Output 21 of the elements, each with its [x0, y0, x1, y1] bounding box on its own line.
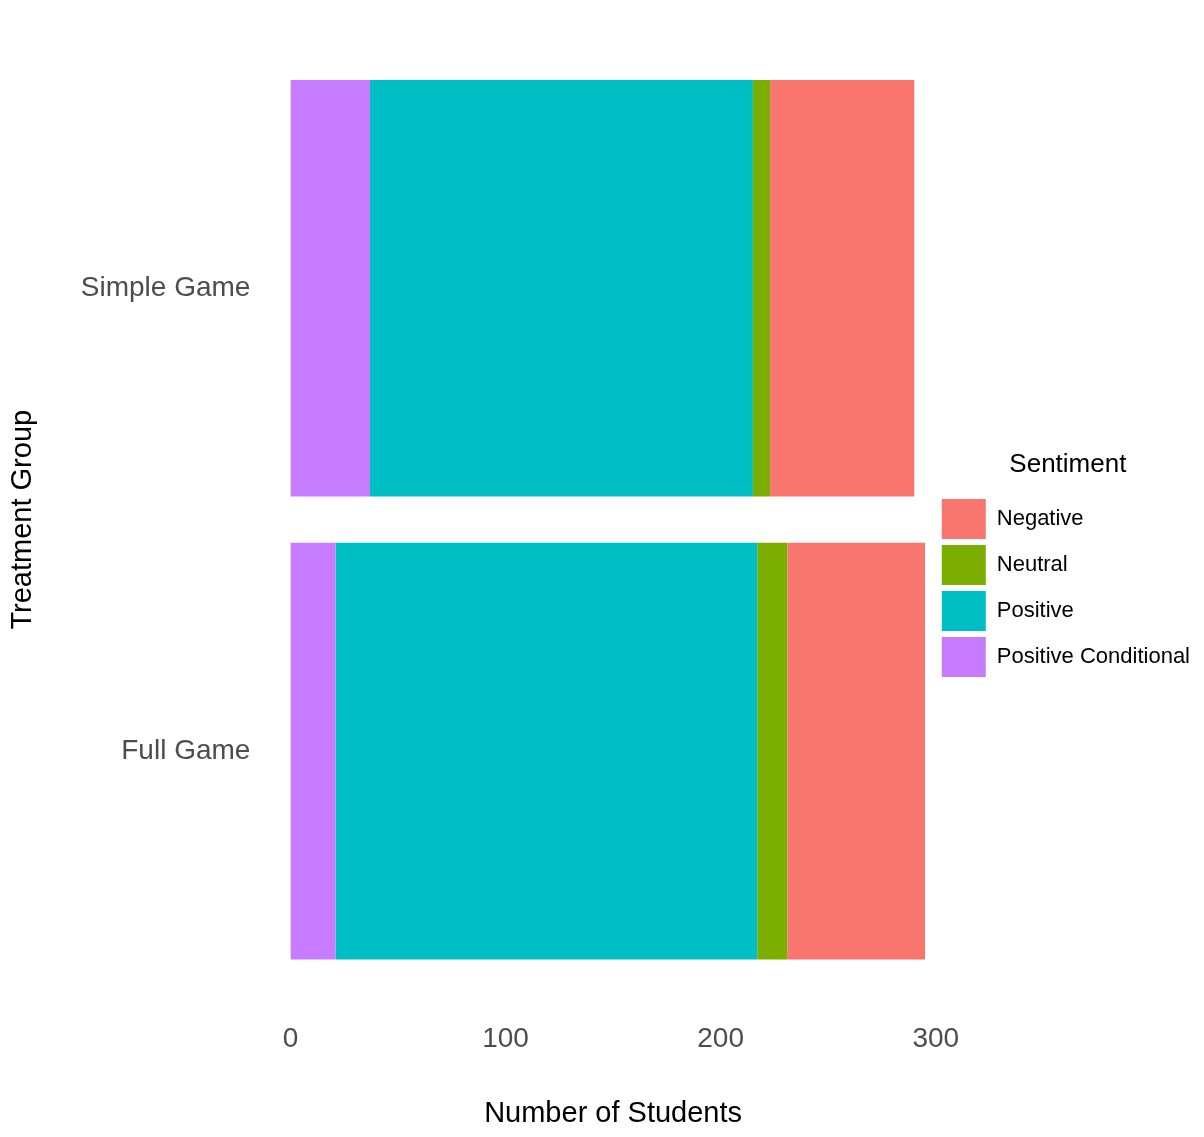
x-tick-label: 300 [912, 1022, 960, 1054]
legend-label: Positive [996, 597, 1074, 623]
legend-label: Positive Conditional [996, 643, 1191, 669]
bar [290, 79, 371, 497]
legend-label: Neutral [996, 551, 1068, 577]
bar [290, 542, 336, 960]
x-tick-label: 200 [697, 1022, 745, 1054]
x-tick-label: 100 [482, 1022, 529, 1054]
y-axis-title: Treatment Group [5, 409, 38, 630]
legend-label: Negative [996, 505, 1084, 531]
bar [770, 79, 915, 497]
legend-title: Sentiment [1009, 448, 1128, 479]
x-axis-title: Number of Students [484, 1095, 743, 1128]
y-tick-label: Full Game [121, 733, 251, 765]
bar [752, 79, 771, 497]
bar [335, 542, 758, 960]
x-tick-label: 0 [282, 1022, 299, 1054]
y-tick-label: Simple Game [80, 270, 251, 302]
bar [787, 542, 926, 960]
bar [757, 542, 788, 960]
bar [370, 79, 753, 497]
